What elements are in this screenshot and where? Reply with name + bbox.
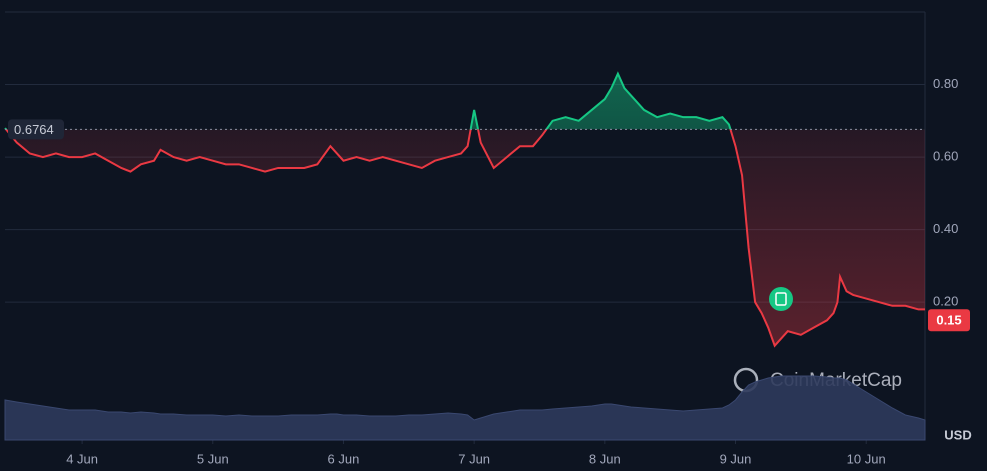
baseline-label: 0.6764 — [14, 122, 54, 137]
x-tick-label: 6 Jun — [328, 451, 360, 466]
x-tick-label: 5 Jun — [197, 451, 229, 466]
x-tick-label: 10 Jun — [847, 451, 886, 466]
y-tick-label: 0.60 — [933, 149, 958, 164]
volume-area — [4, 375, 926, 441]
news-marker — [769, 287, 793, 311]
y-tick-label: 0.80 — [933, 76, 958, 91]
baseline-label-box — [8, 119, 64, 140]
y-tick-label: 0.40 — [933, 221, 958, 236]
y-tick-label: 0.20 — [933, 294, 958, 309]
currency-label: USD — [944, 427, 971, 442]
current-price-label: 0.15 — [936, 313, 961, 328]
current-price-box — [928, 309, 970, 332]
area-up — [5, 73, 731, 130]
x-tick-label: 7 Jun — [458, 451, 490, 466]
x-tick-label: 4 Jun — [66, 451, 98, 466]
news-icon — [775, 292, 787, 306]
price-line-down — [4, 129, 925, 348]
area-down — [5, 129, 925, 346]
x-tick-label: 9 Jun — [720, 451, 752, 466]
x-tick-label: 8 Jun — [589, 451, 621, 466]
